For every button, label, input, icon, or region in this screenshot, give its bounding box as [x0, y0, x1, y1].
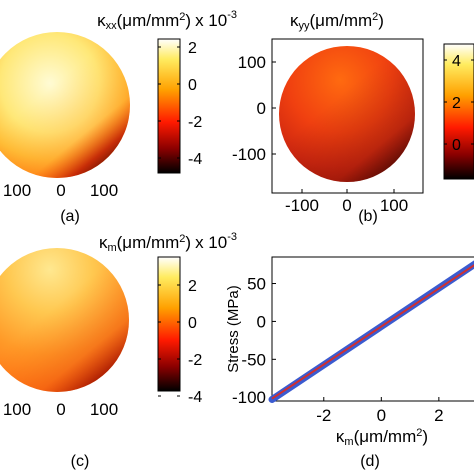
y-tick-label: 0 — [257, 312, 266, 331]
title-a: κxx(μm/mm2) x 10-3 — [97, 9, 237, 32]
y-tick-label: -100 — [232, 388, 266, 407]
label-a: (a) — [60, 208, 80, 225]
wafer-map-b-edge — [279, 46, 415, 182]
x-tick-label: 100 — [380, 196, 408, 215]
x-tick-label: -100 — [285, 196, 319, 215]
panel-b: κyy(μm/mm2) 4 2 0 -100 0 100 100 0 -100 (b) — [232, 11, 474, 225]
x-tick-label: 0 — [377, 406, 386, 425]
panel-c: κm(μm/mm2) x 10-3 2 0 -2 -4 100 0 100 (c) — [0, 231, 237, 470]
x-tick-label: 100 — [3, 400, 31, 419]
colorbar-tick-label: 4 — [452, 53, 461, 70]
panel-a: κxx(μm/mm2) x 10-3 2 0 -2 -4 100 0 100 (a) — [0, 9, 237, 225]
colorbar-c — [157, 256, 181, 392]
panel-d: -2 0 2 500-50-100 Stress (MPa) κm(μm/mm2) … — [225, 256, 474, 470]
colorbar-tick-label: -4 — [188, 389, 202, 406]
x-tick-label: 0 — [56, 400, 65, 419]
fit-line — [271, 264, 474, 400]
colorbar-b — [443, 43, 474, 180]
title-c: κm(μm/mm2) x 10-3 — [99, 231, 237, 254]
wafer-map-a-edge — [0, 32, 130, 178]
y-tick-label: 0 — [257, 99, 266, 118]
x-tick-label: 0 — [342, 196, 351, 215]
label-c: (c) — [71, 453, 90, 470]
xlabel-d: κm(μm/mm2) — [336, 427, 428, 448]
colorbar-a — [157, 38, 181, 174]
y-tick-label: 50 — [247, 275, 266, 294]
label-b: (b) — [358, 208, 378, 225]
title-b: κyy(μm/mm2) — [290, 11, 384, 32]
colorbar-tick-label: 0 — [188, 77, 197, 94]
x-tick-label: 0 — [56, 181, 65, 200]
colorbar-tick-label: 2 — [188, 278, 197, 295]
y-tick-label: -100 — [232, 145, 266, 164]
colorbar-tick-label: 2 — [188, 40, 197, 57]
x-tick-label: 100 — [3, 181, 31, 200]
x-tick-label: 2 — [434, 406, 443, 425]
colorbar-tick-label: 0 — [452, 137, 461, 154]
colorbar-tick-label: -2 — [188, 114, 202, 131]
x-tick-label: -2 — [316, 406, 331, 425]
colorbar-tick-label: -4 — [188, 151, 202, 168]
x-tick-label: 100 — [90, 181, 118, 200]
wafer-map-c-edge — [0, 248, 129, 392]
colorbar-tick-label: 2 — [452, 95, 461, 112]
y-tick-label: 100 — [238, 53, 266, 72]
label-d: (d) — [360, 453, 380, 470]
ylabel-d: Stress (MPa) — [225, 285, 242, 373]
colorbar-tick-label: -2 — [188, 352, 202, 369]
y-tick-label: -50 — [241, 350, 266, 369]
x-tick-label: 100 — [90, 400, 118, 419]
colorbar-tick-label: 0 — [188, 315, 197, 332]
